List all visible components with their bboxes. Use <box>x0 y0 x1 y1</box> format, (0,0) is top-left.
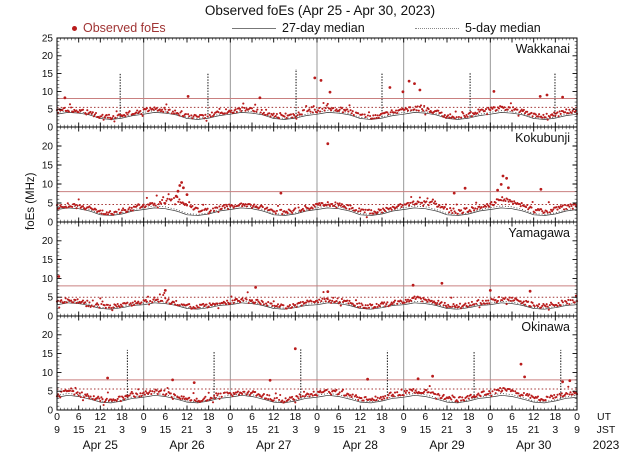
svg-text:Wakkanai: Wakkanai <box>516 42 570 56</box>
svg-text:15: 15 <box>42 349 54 360</box>
svg-text:Apr 26: Apr 26 <box>169 438 205 452</box>
svg-text:20: 20 <box>42 330 54 341</box>
svg-text:15: 15 <box>506 424 518 436</box>
svg-text:UT: UT <box>597 411 612 423</box>
svg-text:20: 20 <box>42 236 54 247</box>
svg-text:21: 21 <box>441 424 453 436</box>
svg-text:10: 10 <box>42 179 54 190</box>
svg-text:Okinawa: Okinawa <box>521 320 570 334</box>
svg-text:0: 0 <box>47 217 53 228</box>
svg-text:0: 0 <box>227 411 233 423</box>
svg-text:0: 0 <box>47 405 53 416</box>
svg-text:21: 21 <box>354 424 366 436</box>
svg-text:0: 0 <box>54 411 60 423</box>
svg-text:15: 15 <box>42 160 54 171</box>
svg-text:0: 0 <box>141 411 147 423</box>
svg-text:2023: 2023 <box>593 438 620 452</box>
svg-text:25: 25 <box>42 33 54 44</box>
svg-text:5: 5 <box>47 198 53 209</box>
svg-text:15: 15 <box>73 424 85 436</box>
svg-text:9: 9 <box>487 424 493 436</box>
svg-text:18: 18 <box>376 411 388 423</box>
solid-line-icon <box>232 27 276 29</box>
svg-text:12: 12 <box>94 411 106 423</box>
svg-text:15: 15 <box>42 255 54 266</box>
svg-text:3: 3 <box>379 424 385 436</box>
svg-text:5: 5 <box>47 105 53 116</box>
svg-text:0: 0 <box>487 411 493 423</box>
svg-text:12: 12 <box>181 411 193 423</box>
dotted-line-icon <box>415 27 459 29</box>
svg-text:3: 3 <box>292 424 298 436</box>
observed-dot-icon <box>72 25 77 31</box>
legend-item-observed: Observed foEs <box>72 21 166 35</box>
svg-text:21: 21 <box>268 424 280 436</box>
svg-text:15: 15 <box>42 69 54 80</box>
legend-median5-label: 5-day median <box>465 21 541 35</box>
legend-observed-label: Observed foEs <box>83 21 166 35</box>
svg-text:3: 3 <box>119 424 125 436</box>
svg-text:6: 6 <box>509 411 515 423</box>
svg-text:12: 12 <box>528 411 540 423</box>
svg-text:10: 10 <box>42 87 54 98</box>
svg-text:9: 9 <box>227 424 233 436</box>
svg-text:20: 20 <box>42 141 54 152</box>
svg-text:0: 0 <box>574 411 580 423</box>
chart-legend: Observed foEs 27-day median 5-day median <box>0 21 640 37</box>
svg-text:20: 20 <box>42 51 54 62</box>
svg-text:0: 0 <box>401 411 407 423</box>
svg-text:5: 5 <box>47 293 53 304</box>
svg-text:15: 15 <box>159 424 171 436</box>
svg-text:Apr 30: Apr 30 <box>516 438 552 452</box>
svg-text:12: 12 <box>354 411 366 423</box>
svg-text:9: 9 <box>54 424 60 436</box>
legend-median27-label: 27-day median <box>282 21 365 35</box>
chart-title: Observed foEs (Apr 25 - Apr 30, 2023) <box>204 3 436 18</box>
svg-text:Apr 25: Apr 25 <box>83 438 119 452</box>
svg-text:6: 6 <box>249 411 255 423</box>
svg-text:18: 18 <box>203 411 215 423</box>
svg-text:Apr 27: Apr 27 <box>256 438 292 452</box>
svg-text:3: 3 <box>552 424 558 436</box>
svg-text:5: 5 <box>47 387 53 398</box>
svg-text:Yamagawa: Yamagawa <box>508 226 570 240</box>
svg-text:6: 6 <box>162 411 168 423</box>
svg-text:12: 12 <box>441 411 453 423</box>
svg-text:Kokubunji: Kokubunji <box>515 131 570 145</box>
svg-text:18: 18 <box>549 411 561 423</box>
svg-text:JST: JST <box>597 424 616 436</box>
svg-text:9: 9 <box>314 424 320 436</box>
svg-text:9: 9 <box>401 424 407 436</box>
svg-text:Apr 28: Apr 28 <box>343 438 379 452</box>
svg-text:21: 21 <box>528 424 540 436</box>
svg-text:18: 18 <box>289 411 301 423</box>
legend-item-median27: 27-day median <box>232 21 365 35</box>
svg-text:21: 21 <box>181 424 193 436</box>
svg-text:15: 15 <box>333 424 345 436</box>
svg-text:21: 21 <box>94 424 106 436</box>
svg-text:10: 10 <box>42 274 54 285</box>
svg-text:3: 3 <box>206 424 212 436</box>
svg-text:18: 18 <box>116 411 128 423</box>
svg-text:6: 6 <box>336 411 342 423</box>
svg-text:0: 0 <box>314 411 320 423</box>
svg-text:0: 0 <box>47 122 53 133</box>
svg-text:6: 6 <box>422 411 428 423</box>
svg-text:3: 3 <box>466 424 472 436</box>
svg-text:10: 10 <box>42 368 54 379</box>
svg-text:15: 15 <box>246 424 258 436</box>
svg-text:12: 12 <box>268 411 280 423</box>
svg-text:9: 9 <box>141 424 147 436</box>
svg-text:18: 18 <box>463 411 475 423</box>
legend-item-median5: 5-day median <box>415 21 541 35</box>
svg-text:0: 0 <box>47 311 53 322</box>
svg-text:15: 15 <box>419 424 431 436</box>
svg-text:6: 6 <box>76 411 82 423</box>
svg-text:9: 9 <box>574 424 580 436</box>
svg-text:Apr 29: Apr 29 <box>429 438 465 452</box>
